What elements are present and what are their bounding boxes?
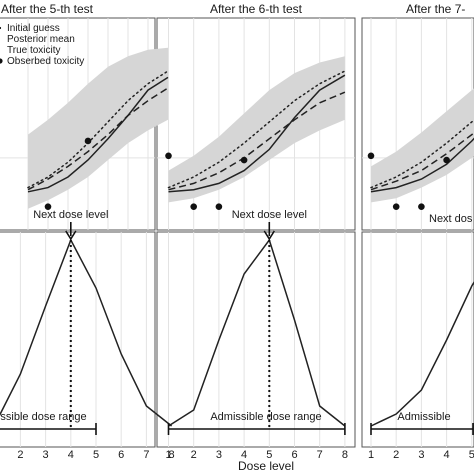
panel-title: After the 7- (406, 2, 465, 16)
bottom-panel-frame (156, 231, 356, 448)
x-axis-label: Dose level (238, 459, 294, 473)
initial-guess-line (27, 70, 169, 189)
next-dose-arrow-head (65, 230, 77, 241)
x-tick-label: 2 (393, 449, 399, 461)
observed-toxicity-point (44, 203, 52, 210)
panel-title: After the 6-th test (210, 2, 303, 16)
true-toxicity-line (370, 137, 474, 193)
legend-dot-icon (0, 26, 2, 30)
posterior-mean-line (168, 91, 346, 191)
legend-item-label: Obserbed toxicity (7, 56, 84, 67)
x-tick-label: 3 (43, 449, 49, 461)
x-tick-label: 6 (118, 449, 124, 461)
legend-point-icon (0, 58, 3, 64)
dose-probability-line (0, 238, 173, 427)
x-tick-label: 6 (291, 449, 297, 461)
x-tick-label: 5 (469, 449, 474, 461)
panel-title: After the 5-th test (1, 2, 94, 16)
x-tick-label: 7 (143, 449, 149, 461)
x-tick-label: 3 (216, 449, 222, 461)
admissible-range-label: Admissible dose range (0, 411, 87, 423)
dose-probability-line (168, 238, 346, 427)
observed-toxicity-point (418, 203, 425, 210)
observed-toxicity-point (367, 152, 375, 160)
x-tick-label: 2 (17, 449, 23, 461)
x-tick-label: 5 (266, 449, 272, 461)
admissible-range-label: Admissible (397, 411, 450, 423)
legend-item-label: Initial guess (7, 23, 60, 34)
x-tick-label: 4 (444, 449, 450, 461)
legend-item-label: Posterior mean (7, 34, 75, 45)
observed-toxicity-point (443, 156, 450, 164)
x-tick-label: 7 (317, 449, 323, 461)
observed-toxicity-point (392, 203, 400, 210)
x-tick-label: 1 (368, 449, 374, 461)
posterior-mean-line (370, 132, 474, 191)
dose-probability-line (370, 280, 474, 427)
legend-item-label: True toxicity (7, 45, 61, 56)
observed-toxicity-point (165, 152, 172, 160)
bottom-panel-frame (361, 231, 474, 448)
x-tick-label: 1 (165, 449, 171, 461)
next-dose-label: Next dos (429, 213, 473, 225)
true-toxicity-line (168, 74, 346, 193)
true-toxicity-line (27, 76, 169, 193)
x-tick-label: 8 (169, 449, 175, 461)
bottom-panel-frame (0, 231, 156, 448)
initial-guess-line (167, 70, 346, 189)
observed-toxicity-point (240, 156, 248, 164)
x-tick-label: 3 (418, 449, 424, 461)
x-tick-label: 4 (241, 449, 247, 461)
observed-toxicity-point (190, 203, 197, 210)
observed-toxicity-point (215, 203, 223, 210)
credible-band (371, 88, 474, 203)
next-dose-label: Next dose level (232, 209, 307, 221)
observed-toxicity-point (84, 137, 92, 145)
x-tick-label: 5 (93, 449, 99, 461)
x-tick-label: 8 (342, 449, 348, 461)
posterior-mean-line (27, 87, 169, 191)
admissible-range-label: Admissible dose range (210, 411, 321, 423)
next-dose-arrow-head (263, 230, 275, 241)
next-dose-label: Next dose level (33, 209, 108, 221)
credible-band (28, 47, 168, 209)
x-tick-label: 4 (68, 449, 74, 461)
x-tick-label: 2 (191, 449, 197, 461)
